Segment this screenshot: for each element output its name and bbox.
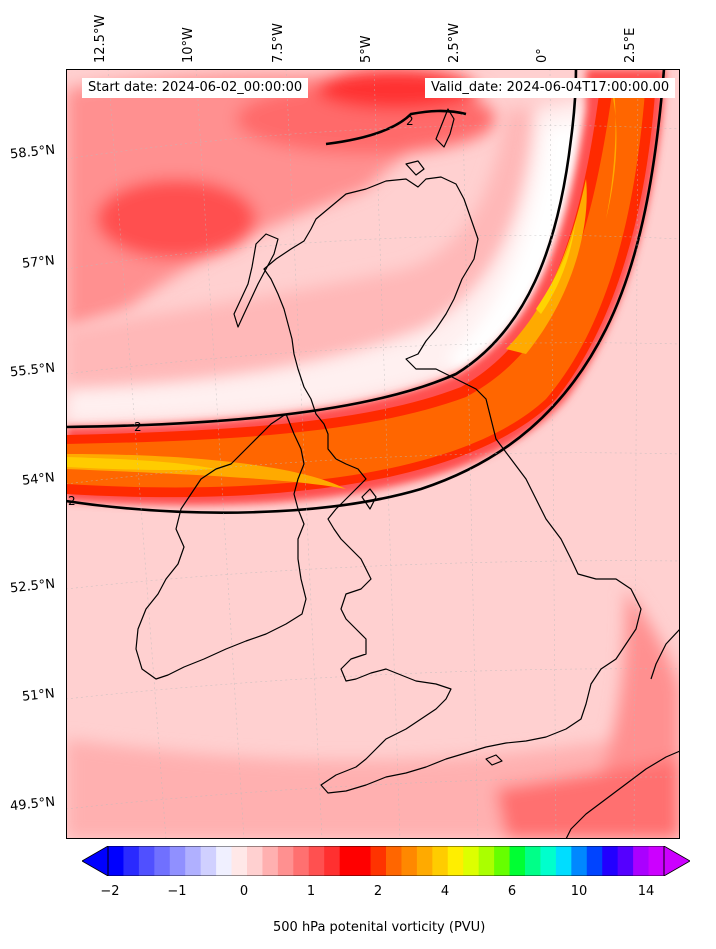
colorbar-cell (447, 846, 464, 876)
pv-southern-region (66, 589, 680, 839)
colorbar-cell (231, 846, 248, 876)
colorbar-cell (277, 846, 294, 876)
lat-label: 54°N (21, 470, 56, 489)
colorbar-cell (339, 846, 356, 876)
shetland-coast (435, 108, 455, 148)
colorbar-cell (432, 846, 449, 876)
contour-label: 2 (134, 420, 142, 434)
lat-label: 52.5°N (9, 576, 56, 597)
coastlines (135, 108, 680, 839)
map-canvas: 2 2 2 (66, 69, 680, 839)
ireland-coast (135, 413, 307, 680)
colorbar-cell (540, 846, 557, 876)
isle-of-man-coast (361, 488, 377, 510)
colorbar-cell (308, 846, 325, 876)
lon-label: 2.5°E (623, 27, 638, 63)
colorbar-cell (401, 846, 418, 876)
colorbar-cell (169, 846, 186, 876)
colorbar-tick: 10 (570, 884, 588, 899)
lat-label: 57°N (21, 253, 56, 272)
colorbar-tick: 14 (637, 884, 655, 899)
colorbar-cells (108, 846, 665, 876)
colorbar-cell (138, 846, 155, 876)
colorbar-cell (478, 846, 495, 876)
colorbar-tick: 4 (440, 884, 450, 899)
continent-coast (565, 750, 680, 839)
contour-labels: 2 2 2 (68, 114, 414, 508)
lat-label: 49.5°N (9, 794, 56, 815)
colorbar-cell (154, 846, 171, 876)
colorbar-cell (355, 846, 372, 876)
colorbar-outline (107, 846, 665, 876)
colorbar-cell (185, 846, 202, 876)
contour-label: 2 (68, 494, 76, 508)
colorbar-tick: 1 (306, 884, 316, 899)
colorbar-tick: −1 (167, 884, 187, 899)
colorbar-cell (571, 846, 588, 876)
colorbar-cell (123, 846, 140, 876)
colorbar-cell (108, 846, 124, 876)
colorbar-cell (648, 846, 665, 876)
colorbar-cell (525, 846, 541, 876)
colorbar-tick: 0 (239, 884, 249, 899)
colorbar-cell (416, 846, 433, 876)
contour-label: 2 (406, 114, 414, 128)
pv-jet-band (66, 69, 666, 506)
colorbar-cell (247, 846, 263, 876)
great-britain-coast (263, 176, 642, 794)
colorbar-cell (494, 846, 511, 876)
colorbar-tick: −2 (100, 884, 120, 899)
colorbar-tick: 2 (373, 884, 383, 899)
colorbar-cell (586, 846, 603, 876)
colorbar-cell (555, 846, 572, 876)
colorbar-cell (293, 846, 310, 876)
lon-label: 2.5°W (447, 22, 462, 63)
continent-coast-north (650, 628, 680, 680)
colorbar-cell (617, 846, 634, 876)
orkney-coast (405, 160, 425, 176)
colorbar-cell (324, 846, 341, 876)
isle-of-wight-coast (485, 754, 503, 766)
lon-label: 12.5°W (93, 14, 108, 63)
colorbar-cell (200, 846, 217, 876)
lat-label: 51°N (21, 686, 56, 705)
pv-mid-region (66, 109, 536, 399)
lon-label: 0° (535, 48, 550, 63)
lon-label: 7.5°W (271, 22, 286, 63)
colorbar-extend-min (82, 846, 109, 876)
colorbar-cell (386, 846, 402, 876)
colorbar-extend-max (663, 846, 690, 876)
pv-field-svg: 2 2 2 (66, 69, 680, 839)
colorbar-cell (509, 846, 526, 876)
colorbar-cell (216, 846, 233, 876)
lon-label: 5°W (359, 35, 374, 63)
colorbar-cell (370, 846, 387, 876)
colorbar-title: 500 hPa potenital vorticity (PVU) (273, 920, 486, 935)
colorbar-cell (633, 846, 650, 876)
colorbar-cell (463, 846, 480, 876)
colorbar (82, 846, 690, 876)
valid-date-label: Valid_date: 2024-06-04T17:00:00.00 (425, 78, 676, 98)
lat-label: 55.5°N (9, 360, 56, 381)
colorbar-cell (602, 846, 619, 876)
colorbar-cell (262, 846, 279, 876)
lon-label: 10°W (181, 27, 196, 63)
pv-high-region-northwest (66, 69, 496, 329)
hebrides-coast (233, 233, 279, 328)
graticule (66, 69, 680, 839)
lat-label: 58.5°N (9, 142, 56, 163)
colorbar-tick: 6 (507, 884, 517, 899)
start-date-label: Start date: 2024-06-02_00:00:00 (82, 78, 309, 98)
